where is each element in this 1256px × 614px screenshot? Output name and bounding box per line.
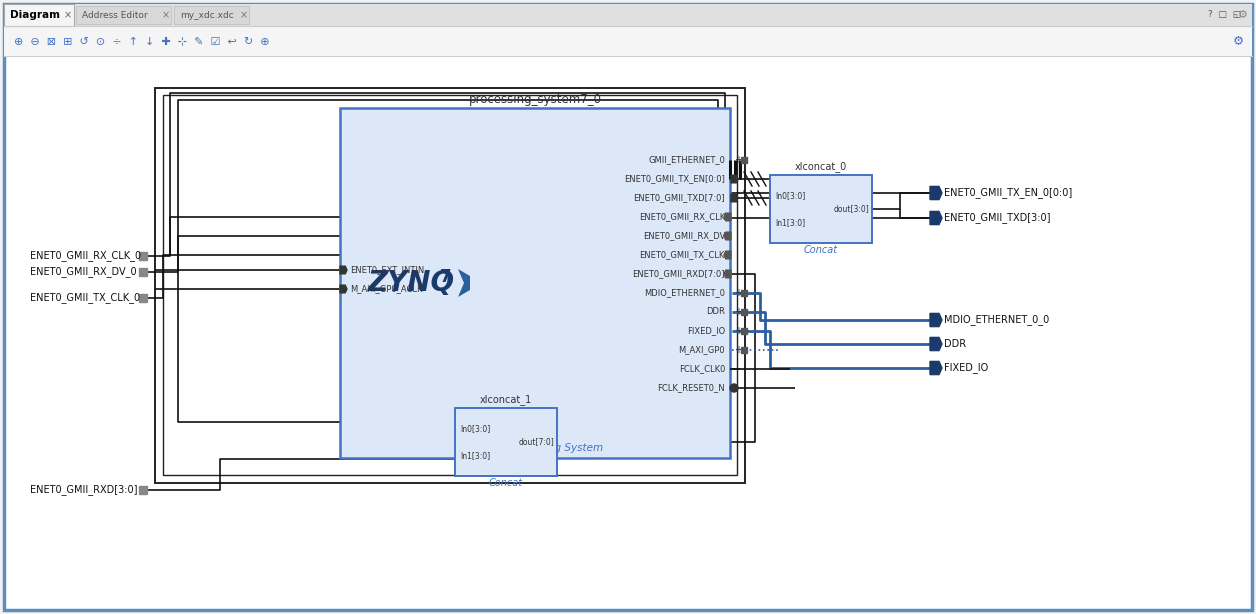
Bar — [741, 328, 747, 334]
Text: ZYNQ: ZYNQ — [368, 269, 455, 297]
Bar — [139, 268, 147, 276]
Text: MDIO_ETHERNET_0_0: MDIO_ETHERNET_0_0 — [945, 314, 1049, 325]
Text: In0[3:0]: In0[3:0] — [775, 191, 805, 200]
Bar — [139, 486, 147, 494]
Text: ENET0_GMII_RX_DV_0: ENET0_GMII_RX_DV_0 — [30, 266, 137, 278]
FancyBboxPatch shape — [455, 408, 556, 476]
Text: ENET0_GMII_RX_CLK: ENET0_GMII_RX_CLK — [639, 212, 725, 222]
Text: ENET0_EXT_INTIN: ENET0_EXT_INTIN — [350, 265, 425, 274]
Text: +: + — [734, 155, 742, 165]
Text: ×: × — [162, 10, 170, 20]
Text: dout[3:0]: dout[3:0] — [833, 204, 869, 214]
Text: ×: × — [64, 10, 72, 20]
FancyBboxPatch shape — [77, 6, 171, 24]
Text: xlconcat_0: xlconcat_0 — [795, 161, 847, 173]
Text: M_AXI_GP0: M_AXI_GP0 — [678, 346, 725, 354]
Text: ⊕  ⊖  ⊠  ⊞  ↺  ⊙  ÷  ↑  ↓  ✚  ⊹  ✎  ☑  ↩  ↻  ⊕: ⊕ ⊖ ⊠ ⊞ ↺ ⊙ ÷ ↑ ↓ ✚ ⊹ ✎ ☑ ↩ ↻ ⊕ — [14, 36, 270, 46]
Polygon shape — [723, 251, 731, 259]
Text: Concat: Concat — [804, 245, 838, 255]
Text: ENET0_GMII_TX_CLK_0: ENET0_GMII_TX_CLK_0 — [30, 292, 141, 303]
Polygon shape — [731, 194, 739, 202]
Bar — [139, 252, 147, 260]
Polygon shape — [929, 211, 942, 225]
FancyBboxPatch shape — [175, 6, 249, 24]
Polygon shape — [458, 269, 470, 297]
Text: ENET0_GMII_RXD[3:0]: ENET0_GMII_RXD[3:0] — [30, 484, 137, 495]
Polygon shape — [929, 338, 942, 351]
Text: ⚙: ⚙ — [1238, 10, 1248, 20]
Polygon shape — [929, 313, 942, 327]
Text: processing_system7_0: processing_system7_0 — [468, 93, 602, 106]
Text: ENET0_GMII_TXD[3:0]: ENET0_GMII_TXD[3:0] — [945, 212, 1050, 223]
Text: ENET0_GMII_RX_DV: ENET0_GMII_RX_DV — [643, 231, 725, 241]
Text: +: + — [734, 345, 742, 355]
Text: MDIO_ETHERNET_0: MDIO_ETHERNET_0 — [644, 289, 725, 298]
Text: Address Editor: Address Editor — [82, 10, 148, 20]
Text: Diagram: Diagram — [10, 10, 60, 20]
Text: In1[3:0]: In1[3:0] — [460, 451, 490, 460]
Circle shape — [730, 384, 739, 392]
Text: dout[7:0]: dout[7:0] — [519, 438, 554, 446]
Text: FIXED_IO: FIXED_IO — [945, 362, 988, 373]
Text: +: + — [734, 307, 742, 317]
Text: 7: 7 — [440, 268, 452, 286]
Bar — [741, 157, 747, 163]
Polygon shape — [340, 266, 347, 274]
Text: ENET0_GMII_TX_EN[0:0]: ENET0_GMII_TX_EN[0:0] — [624, 174, 725, 184]
Text: M_AXI_GP0_ACLK: M_AXI_GP0_ACLK — [350, 284, 422, 293]
Text: FCLK_CLK0: FCLK_CLK0 — [678, 365, 725, 373]
Text: Concat: Concat — [489, 478, 522, 488]
Text: ENET0_GMII_TXD[7:0]: ENET0_GMII_TXD[7:0] — [633, 193, 725, 203]
Text: FIXED_IO: FIXED_IO — [687, 327, 725, 335]
Polygon shape — [929, 187, 942, 200]
Text: +: + — [734, 288, 742, 298]
FancyBboxPatch shape — [4, 4, 74, 26]
Text: GMII_ETHERNET_0: GMII_ETHERNET_0 — [648, 155, 725, 165]
Bar — [741, 347, 747, 353]
Text: +: + — [734, 326, 742, 336]
Text: ?  □  ◱: ? □ ◱ — [1208, 10, 1241, 20]
Text: xlconcat_1: xlconcat_1 — [480, 395, 533, 405]
FancyBboxPatch shape — [4, 4, 1252, 610]
Text: ENET0_GMII_TX_CLK: ENET0_GMII_TX_CLK — [639, 251, 725, 260]
Text: In0[3:0]: In0[3:0] — [460, 424, 490, 433]
Text: my_xdc.xdc: my_xdc.xdc — [180, 10, 234, 20]
FancyBboxPatch shape — [4, 4, 1252, 26]
Polygon shape — [731, 175, 739, 183]
Bar — [741, 290, 747, 296]
FancyBboxPatch shape — [770, 175, 872, 243]
Polygon shape — [723, 213, 731, 221]
Text: ⚙: ⚙ — [1232, 34, 1243, 47]
Polygon shape — [929, 362, 942, 375]
Polygon shape — [340, 285, 347, 293]
Text: ENET0_GMII_RX_CLK_0: ENET0_GMII_RX_CLK_0 — [30, 251, 141, 262]
Bar — [741, 309, 747, 315]
Text: DDR: DDR — [706, 308, 725, 316]
Polygon shape — [723, 232, 731, 240]
Polygon shape — [723, 270, 731, 278]
FancyBboxPatch shape — [340, 108, 730, 458]
Text: ZYNQ7 Processing System: ZYNQ7 Processing System — [466, 443, 604, 453]
Text: ENET0_GMII_RXD[7:0]: ENET0_GMII_RXD[7:0] — [633, 270, 725, 279]
Text: FCLK_RESET0_N: FCLK_RESET0_N — [657, 384, 725, 392]
FancyBboxPatch shape — [4, 26, 1252, 56]
Text: ×: × — [240, 10, 249, 20]
Text: In1[3:0]: In1[3:0] — [775, 218, 805, 227]
Text: ENET0_GMII_TX_EN_0[0:0]: ENET0_GMII_TX_EN_0[0:0] — [945, 187, 1073, 198]
Text: DDR: DDR — [945, 339, 966, 349]
Bar — [139, 294, 147, 302]
